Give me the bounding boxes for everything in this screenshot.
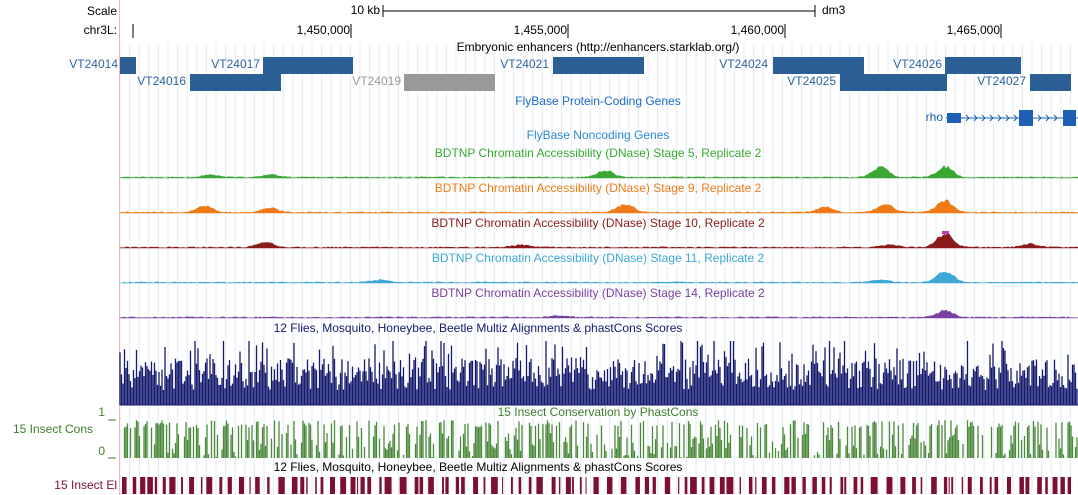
enhancer-box: [120, 57, 136, 74]
enhancer-label: VT24024: [719, 57, 768, 71]
enhancer-label: VT24025: [787, 74, 836, 88]
assembly-label: dm3: [822, 3, 846, 17]
strand-arrow: [1013, 114, 1018, 122]
gene-exon: [1019, 110, 1033, 126]
gene-exon: [947, 113, 961, 123]
accessibility-signal: [119, 271, 1078, 284]
enhancer-box: [404, 74, 495, 91]
strand-arrow: [997, 114, 1002, 122]
multiz-signal: [119, 341, 1078, 405]
strand-arrow: [973, 114, 978, 122]
ruler-position: 1,465,000: [947, 23, 1001, 37]
enhancer-box: [263, 57, 353, 74]
gene-label: rho: [926, 110, 944, 124]
enhancer-box: [945, 57, 1021, 74]
track-title: BDTNP Chromatin Accessibility (DNase) St…: [435, 146, 762, 160]
enhancer-label: VT24027: [977, 74, 1026, 88]
enhancer-box: [773, 57, 864, 74]
chrom-label: chr3L:: [84, 23, 117, 37]
track-label: 15 Insect El: [54, 478, 117, 492]
ruler-position: 1,455,000: [514, 23, 568, 37]
axis-label: 0: [98, 444, 105, 458]
track-title: FlyBase Protein-Coding Genes: [515, 94, 680, 108]
enhancer-label: VT24016: [137, 74, 186, 88]
track-title: BDTNP Chromatin Accessibility (DNase) St…: [431, 216, 765, 230]
track-title: BDTNP Chromatin Accessibility (DNase) St…: [431, 286, 765, 300]
enhancer-box: [553, 57, 644, 74]
accessibility-signal: [119, 165, 1078, 179]
conservation-signal: [123, 420, 1078, 458]
ruler-position: 1,450,000: [297, 23, 351, 37]
strand-arrow: [965, 114, 970, 122]
conserved-elements: [122, 477, 1072, 494]
scale-label: Scale: [87, 4, 117, 18]
enhancer-box: [1030, 74, 1071, 91]
enhancer-label: VT24021: [500, 57, 549, 71]
ruler-position: 1,460,000: [731, 23, 785, 37]
track-label: 15 Insect Cons: [13, 422, 93, 436]
track-title: 12 Flies, Mosquito, Honeybee, Beetle Mul…: [274, 321, 683, 335]
accessibility-signal: [119, 309, 1078, 319]
strand-arrow: [1037, 114, 1042, 122]
strand-arrow: [1005, 114, 1010, 122]
enhancer-label: VT24014: [69, 57, 118, 71]
accessibility-signal: [119, 199, 1078, 214]
track-title: 12 Flies, Mosquito, Honeybee, Beetle Mul…: [274, 460, 683, 474]
strand-arrow: [981, 114, 986, 122]
track-title: BDTNP Chromatin Accessibility (DNase) St…: [435, 181, 762, 195]
strand-arrow: [1053, 114, 1058, 122]
enhancer-label: VT24019: [352, 74, 401, 88]
track-title: FlyBase Noncoding Genes: [527, 128, 670, 142]
track-title: 15 Insect Conservation by PhastCons: [498, 405, 699, 419]
track-title: Embryonic enhancers (http://enhancers.st…: [457, 40, 740, 54]
enhancer-box: [840, 74, 947, 91]
span-label: 10 kb: [351, 3, 381, 17]
gene-exon: [1063, 110, 1076, 126]
enhancer-label: VT24026: [893, 57, 942, 71]
strand-arrow: [1045, 114, 1050, 122]
enhancer-label: VT24017: [211, 57, 260, 71]
axis-label: 1: [98, 405, 105, 419]
signal-clip: [942, 231, 949, 234]
track-title: BDTNP Chromatin Accessibility (DNase) St…: [432, 251, 765, 265]
strand-arrow: [989, 114, 994, 122]
accessibility-signal: [119, 232, 1078, 249]
enhancer-box: [190, 74, 281, 91]
